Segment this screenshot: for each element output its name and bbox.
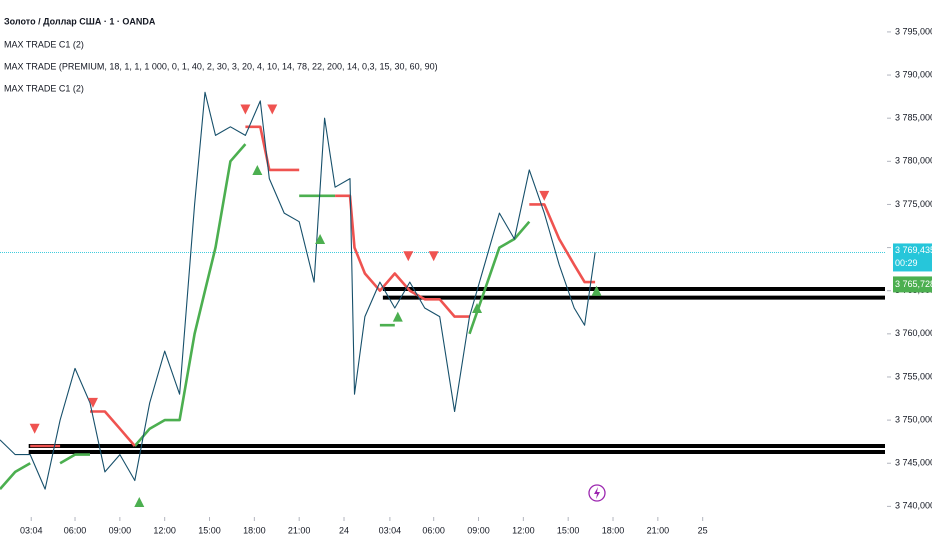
y-tick-label: 3 740,000 — [895, 501, 932, 511]
sell-signal — [87, 397, 98, 408]
y-tick-label: 3 760,000 — [895, 328, 932, 338]
x-tick-label: 21:00 — [288, 525, 311, 535]
alert-icon[interactable] — [588, 484, 606, 502]
y-tick-label: 3 795,000 — [895, 26, 932, 36]
x-tick-label: 15:00 — [198, 525, 221, 535]
y-tick-label: 3 745,000 — [895, 458, 932, 468]
sell-signal — [428, 251, 439, 262]
series-line — [30, 125, 596, 448]
sell-signal — [539, 190, 550, 201]
x-tick-label: 15:00 — [557, 525, 580, 535]
buy-signal — [591, 285, 602, 296]
chart-title: Золото / Доллар США · 1 · OANDA — [4, 16, 156, 26]
level-price-box — [893, 276, 932, 293]
buy-signal — [134, 497, 145, 508]
x-tick-label: 12:00 — [153, 525, 176, 535]
x-tick-label: 09:00 — [467, 525, 490, 535]
buy-signal — [252, 164, 263, 175]
x-tick-label: 06:00 — [64, 525, 87, 535]
sell-signal — [403, 251, 414, 262]
buy-signal — [315, 233, 326, 244]
level-price-label: 3 765,728 — [895, 279, 932, 289]
x-tick-label: 25 — [698, 525, 708, 535]
y-tick-label: 3 750,000 — [895, 414, 932, 424]
sell-signal — [240, 104, 251, 115]
series-line — [0, 91, 596, 490]
buy-signal — [472, 302, 483, 313]
x-tick-label: 06:00 — [422, 525, 445, 535]
y-tick-label: 3 790,000 — [895, 69, 932, 79]
x-tick-label: 12:00 — [512, 525, 535, 535]
x-tick-label: 18:00 — [602, 525, 625, 535]
y-tick-label: 3 785,000 — [895, 113, 932, 123]
y-tick-label: 3 780,000 — [895, 156, 932, 166]
last-price-box — [893, 243, 932, 272]
x-tick-label: 21:00 — [647, 525, 670, 535]
x-tick-label: 24 — [339, 525, 349, 535]
x-tick-label: 03:04 — [379, 525, 402, 535]
last-price-label: 3 769,435 — [895, 245, 932, 255]
y-tick-label: 3 755,000 — [895, 371, 932, 381]
countdown-label: 00:29 — [895, 258, 918, 268]
x-tick-label: 03:04 — [20, 525, 43, 535]
buy-signal — [392, 311, 403, 322]
indicator-label: MAX TRADE (PREMIUM, 18, 1, 1, 1 000, 0, … — [4, 61, 438, 71]
x-tick-label: 18:00 — [243, 525, 266, 535]
x-tick-label: 09:00 — [109, 525, 132, 535]
indicator-label: MAX TRADE C1 (2) — [4, 83, 84, 93]
indicator-label: MAX TRADE C1 (2) — [4, 39, 84, 49]
sell-signal — [29, 423, 40, 434]
sell-signal — [267, 104, 278, 115]
y-tick-label: 3 775,000 — [895, 199, 932, 209]
